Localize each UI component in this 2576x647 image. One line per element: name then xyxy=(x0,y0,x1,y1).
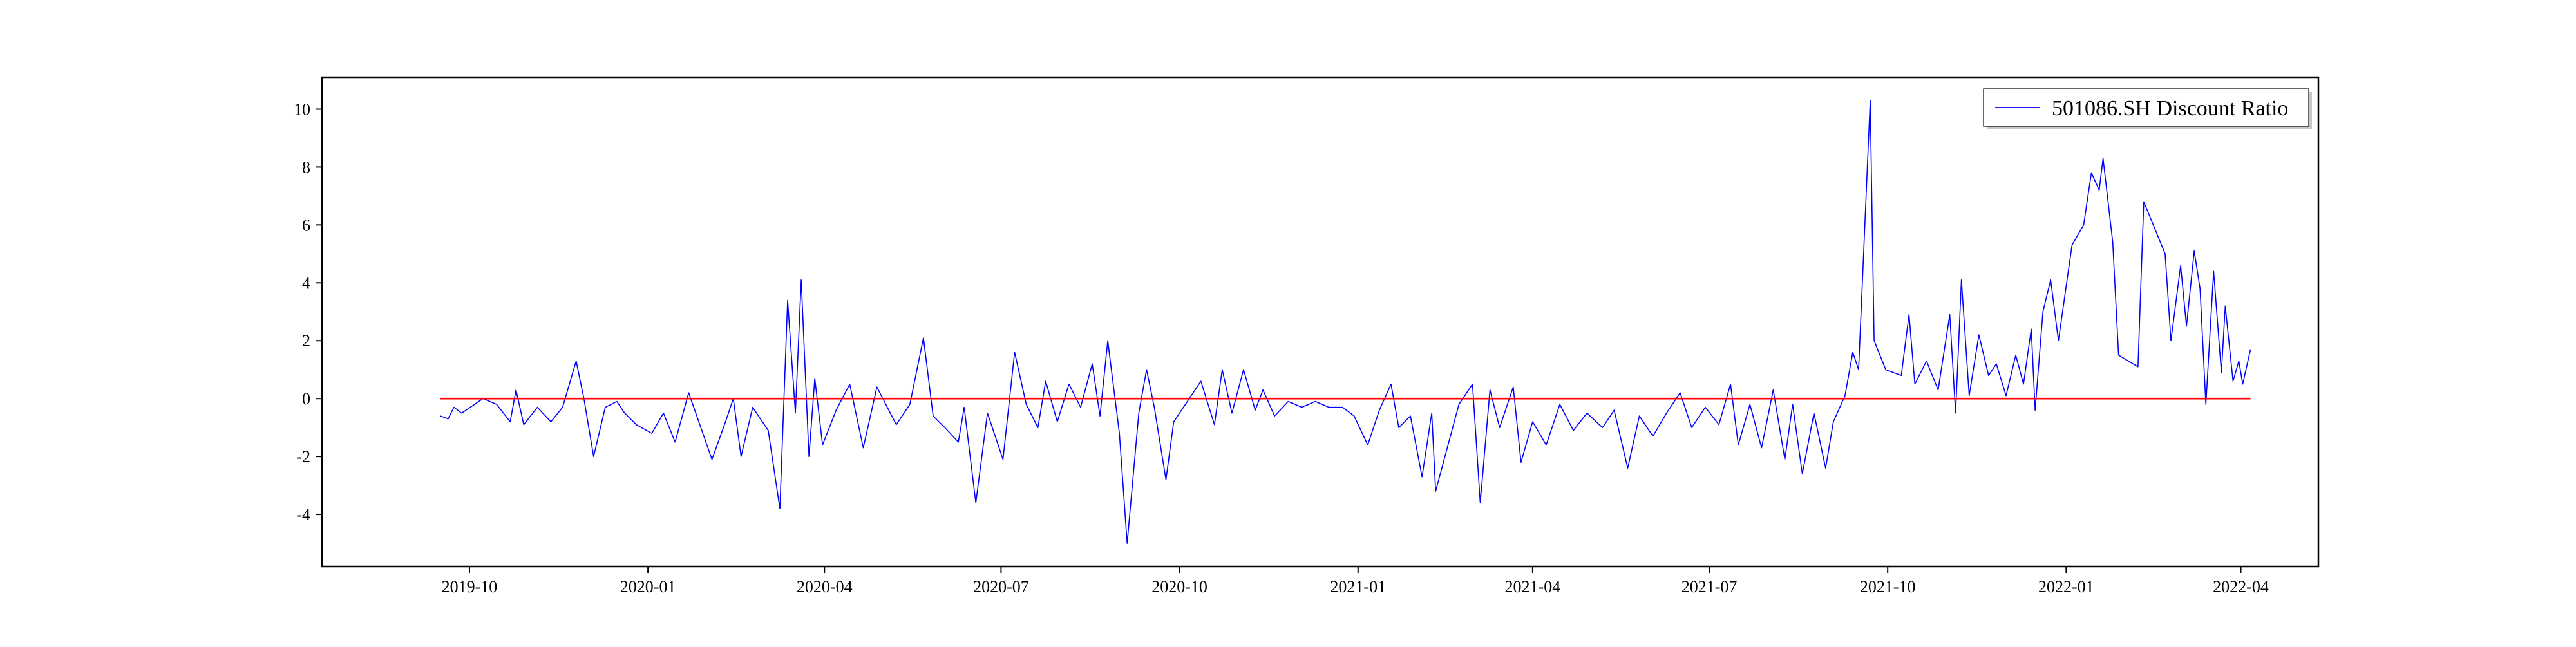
y-axis: -4 -2 0 2 4 6 8 10 xyxy=(294,100,322,524)
x-tick-label: 2020-07 xyxy=(973,577,1029,596)
y-tick-label: 10 xyxy=(294,100,310,118)
y-tick-label: -2 xyxy=(296,447,310,466)
x-tick-label: 2022-04 xyxy=(2213,577,2269,596)
legend: 501086.SH Discount Ratio xyxy=(1983,88,2312,129)
x-tick-label: 2022-01 xyxy=(2038,577,2094,596)
x-tick-label: 2020-01 xyxy=(620,577,676,596)
x-axis: 2019-10 2020-01 2020-04 2020-07 2020-10 2021-… xyxy=(442,567,2269,596)
x-tick-label: 2021-07 xyxy=(1681,577,1738,596)
series-layer xyxy=(440,100,2251,544)
x-tick-label: 2021-10 xyxy=(1860,577,1916,596)
y-tick-label: -4 xyxy=(296,505,310,524)
x-tick-label: 2021-01 xyxy=(1330,577,1386,596)
plot-area xyxy=(321,76,2320,568)
series-line-discount-ratio xyxy=(440,100,2251,544)
y-tick-label: 8 xyxy=(302,158,310,176)
y-tick-label: 0 xyxy=(302,389,310,408)
x-tick-label: 2021-04 xyxy=(1505,577,1561,596)
x-tick-label: 2020-10 xyxy=(1151,577,1208,596)
y-tick-label: 4 xyxy=(302,274,310,292)
x-tick-label: 2019-10 xyxy=(442,577,498,596)
y-tick-label: 2 xyxy=(302,332,310,350)
y-tick-label: 6 xyxy=(302,216,310,234)
x-tick-label: 2020-04 xyxy=(797,577,853,596)
legend-entry-label: 501086.SH Discount Ratio xyxy=(2052,97,2288,120)
